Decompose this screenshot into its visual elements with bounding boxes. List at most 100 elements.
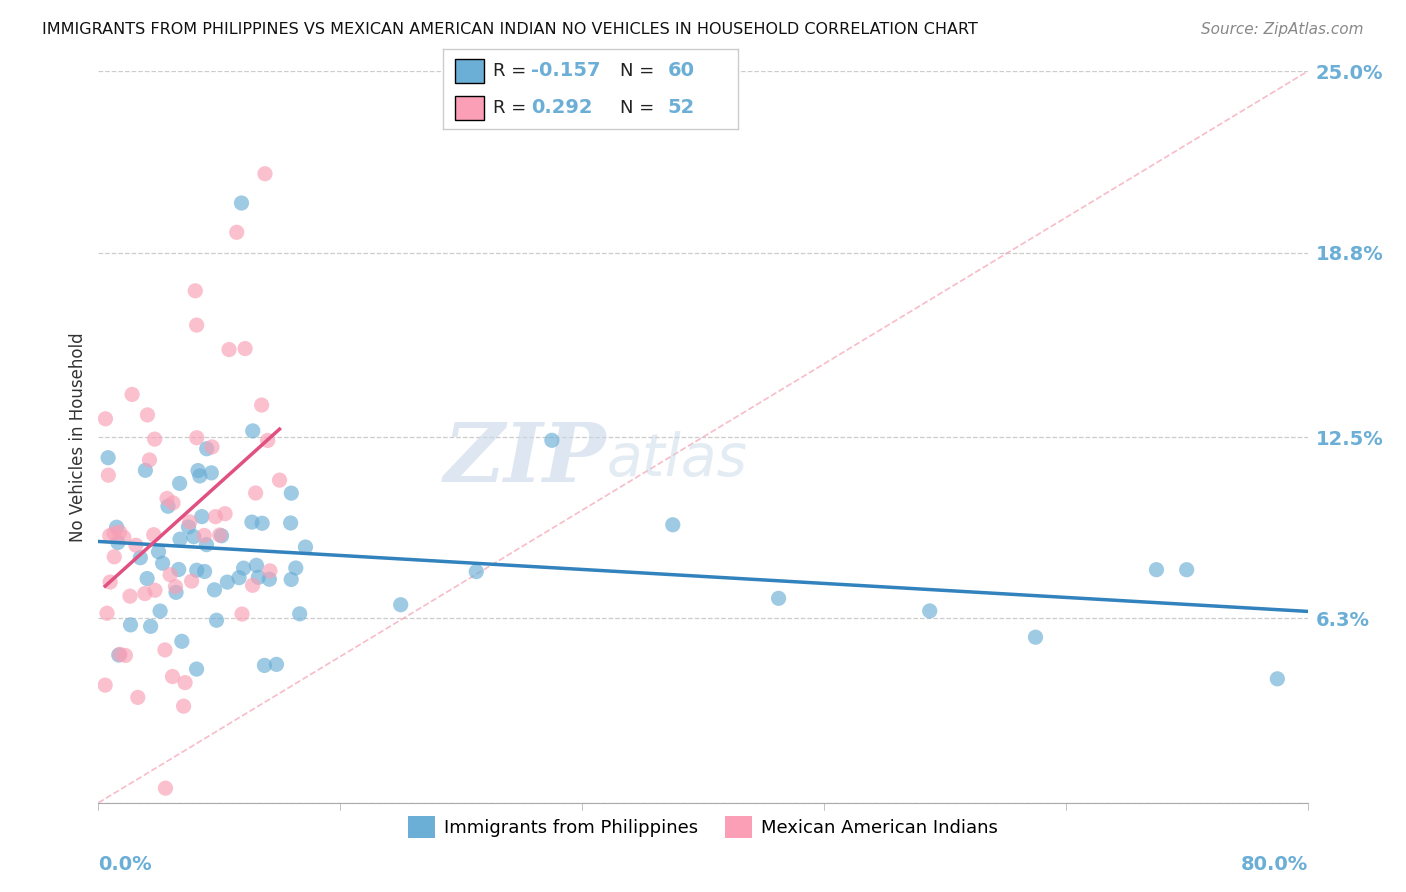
Point bbox=[245, 558, 267, 573]
Point bbox=[186, 431, 208, 445]
Point bbox=[200, 466, 222, 480]
Text: 0.0%: 0.0% bbox=[98, 855, 152, 874]
Point bbox=[205, 613, 228, 627]
Point bbox=[242, 424, 264, 438]
Point bbox=[98, 529, 121, 543]
Point bbox=[165, 585, 187, 599]
Point bbox=[186, 318, 208, 332]
Point bbox=[105, 520, 128, 534]
Point bbox=[187, 464, 209, 478]
Point bbox=[155, 781, 177, 796]
Point bbox=[204, 509, 226, 524]
Point bbox=[540, 434, 562, 448]
FancyBboxPatch shape bbox=[454, 59, 484, 83]
Point bbox=[173, 699, 195, 714]
Point bbox=[121, 387, 143, 401]
Point bbox=[186, 662, 208, 676]
Point bbox=[96, 607, 118, 621]
Text: IMMIGRANTS FROM PHILIPPINES VS MEXICAN AMERICAN INDIAN NO VEHICLES IN HOUSEHOLD : IMMIGRANTS FROM PHILIPPINES VS MEXICAN A… bbox=[42, 22, 979, 37]
Point bbox=[184, 284, 207, 298]
Text: 0.292: 0.292 bbox=[531, 98, 593, 117]
Point bbox=[134, 463, 156, 477]
Point bbox=[136, 572, 159, 586]
Point bbox=[165, 580, 187, 594]
Text: 52: 52 bbox=[668, 98, 695, 117]
Point bbox=[465, 565, 488, 579]
Point bbox=[269, 473, 291, 487]
Point bbox=[242, 578, 264, 592]
Point bbox=[159, 567, 181, 582]
Point bbox=[183, 530, 205, 544]
Point bbox=[250, 398, 273, 412]
Point bbox=[139, 619, 162, 633]
Point bbox=[107, 535, 129, 549]
Point bbox=[186, 563, 208, 577]
Point bbox=[97, 450, 120, 465]
Text: R =: R = bbox=[494, 99, 531, 117]
Point bbox=[259, 564, 281, 578]
Point bbox=[250, 516, 273, 531]
Point bbox=[280, 573, 302, 587]
Point bbox=[94, 678, 117, 692]
Point bbox=[204, 582, 226, 597]
Point bbox=[118, 589, 141, 603]
Point bbox=[94, 412, 117, 426]
Point bbox=[294, 540, 316, 554]
Point bbox=[217, 575, 239, 590]
Text: ZIP: ZIP bbox=[444, 419, 606, 499]
Point bbox=[156, 491, 179, 506]
Point bbox=[253, 658, 276, 673]
Point bbox=[107, 648, 129, 662]
Point bbox=[167, 562, 190, 576]
Point bbox=[259, 572, 281, 586]
Point bbox=[162, 669, 184, 683]
Point bbox=[156, 500, 179, 514]
Text: N =: N = bbox=[620, 62, 659, 79]
Point bbox=[136, 408, 159, 422]
Point bbox=[180, 574, 202, 588]
Point bbox=[245, 486, 267, 500]
Point bbox=[120, 618, 142, 632]
Point bbox=[228, 571, 250, 585]
Point bbox=[177, 520, 200, 534]
Point bbox=[98, 574, 121, 589]
Point bbox=[169, 476, 191, 491]
Point bbox=[389, 598, 412, 612]
Point bbox=[247, 570, 270, 584]
Point bbox=[138, 453, 160, 467]
Point bbox=[1024, 630, 1046, 644]
Point bbox=[195, 442, 218, 456]
Point bbox=[162, 496, 184, 510]
Text: atlas: atlas bbox=[606, 431, 747, 488]
Point bbox=[288, 607, 311, 621]
Point bbox=[194, 565, 217, 579]
Point bbox=[103, 549, 125, 564]
Y-axis label: No Vehicles in Household: No Vehicles in Household bbox=[69, 332, 87, 542]
Point bbox=[201, 440, 224, 454]
Point bbox=[233, 342, 256, 356]
Point bbox=[1175, 563, 1198, 577]
Point bbox=[114, 648, 136, 663]
Point bbox=[170, 634, 193, 648]
Point bbox=[152, 556, 174, 570]
Point bbox=[193, 528, 215, 542]
Point bbox=[231, 607, 253, 621]
Legend: Immigrants from Philippines, Mexican American Indians: Immigrants from Philippines, Mexican Ame… bbox=[401, 808, 1005, 845]
Point bbox=[97, 468, 120, 483]
Point bbox=[127, 690, 149, 705]
Text: 60: 60 bbox=[668, 62, 695, 80]
Point bbox=[174, 675, 197, 690]
Point bbox=[284, 561, 307, 575]
Point bbox=[1146, 563, 1168, 577]
Point bbox=[225, 225, 247, 239]
Point bbox=[661, 517, 683, 532]
Point bbox=[195, 538, 218, 552]
Point bbox=[129, 550, 152, 565]
Point bbox=[108, 648, 131, 662]
Point bbox=[142, 527, 165, 541]
Point bbox=[103, 526, 125, 541]
Point bbox=[918, 604, 941, 618]
Point bbox=[108, 524, 131, 539]
Point bbox=[143, 432, 166, 446]
Point bbox=[240, 515, 263, 529]
